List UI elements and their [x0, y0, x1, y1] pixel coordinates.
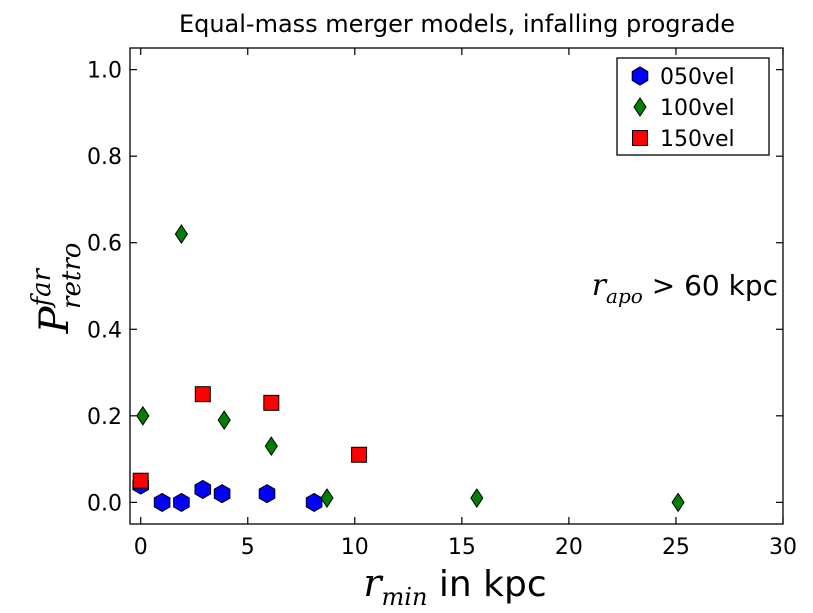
y-axis-label-group: Pfarretro [27, 243, 87, 335]
x-tick-label: 30 [769, 535, 797, 560]
data-point-150vel [132, 472, 149, 489]
y-axis-label-superscript: far [27, 267, 57, 308]
annotation-text: > 60 kpc [643, 269, 778, 302]
x-tick-label: 0 [134, 535, 148, 560]
data-point-100vel [174, 224, 188, 244]
data-point-100vel [217, 410, 231, 431]
data-point-100vel [136, 405, 150, 426]
x-axis-label-subscript: min [382, 583, 428, 611]
x-tick-label: 10 [341, 535, 369, 560]
data-point-100vel [264, 436, 278, 457]
y-axis-label-math: P [32, 305, 78, 334]
legend: 050vel 100vel 150vel [616, 57, 770, 156]
data-point-050vel [258, 484, 276, 504]
y-tick-label: 0.4 [87, 318, 122, 343]
data-point-050vel [153, 492, 171, 512]
data-point-050vel [173, 492, 190, 512]
legend-marker-050vel [631, 66, 649, 86]
legend-marker-100vel [633, 97, 647, 117]
data-point-050vel [213, 484, 231, 504]
y-tick-label: 1.0 [87, 59, 122, 84]
x-tick-label: 20 [555, 535, 583, 560]
data-point-150vel [263, 394, 280, 411]
chart-title: Equal-mass merger models, infalling prog… [179, 10, 735, 38]
x-axis-label: rmin in kpc [363, 561, 546, 611]
y-tick-label: 0.8 [87, 145, 122, 170]
data-point-150vel [351, 446, 368, 463]
x-tick-label: 5 [241, 535, 255, 560]
data-markers [132, 224, 685, 513]
y-tick-label: 0.2 [87, 405, 122, 430]
y-tick-label: 0.0 [87, 491, 122, 516]
legend-label-050vel: 050vel [660, 65, 735, 90]
y-axis-ticks: 0.0 0.2 0.4 0.6 0.8 1.0 [87, 59, 783, 516]
annotation-subscript: apo [606, 284, 643, 308]
legend-label-100vel: 100vel [660, 96, 735, 121]
x-tick-label: 25 [662, 535, 690, 560]
legend-marker-150vel [632, 130, 648, 146]
y-axis-label: Pfarretro [27, 243, 87, 335]
data-point-100vel [320, 488, 334, 508]
x-axis-label-math: r [363, 561, 384, 605]
annotation-rapo: rapo > 60 kpc [592, 268, 778, 308]
legend-label-150vel: 150vel [660, 127, 735, 152]
x-axis-label-text: in kpc [427, 564, 546, 605]
x-tick-label: 15 [448, 535, 476, 560]
data-point-100vel [671, 492, 685, 513]
data-point-150vel [194, 386, 211, 403]
x-axis-ticks: 0 5 10 15 20 25 30 [134, 48, 797, 560]
data-point-100vel [470, 488, 484, 508]
data-point-050vel [305, 492, 323, 512]
data-point-050vel [194, 479, 212, 499]
y-tick-label: 0.6 [87, 232, 122, 257]
annotation-math: r [592, 268, 608, 303]
y-axis-label-subscript: retro [57, 243, 87, 309]
